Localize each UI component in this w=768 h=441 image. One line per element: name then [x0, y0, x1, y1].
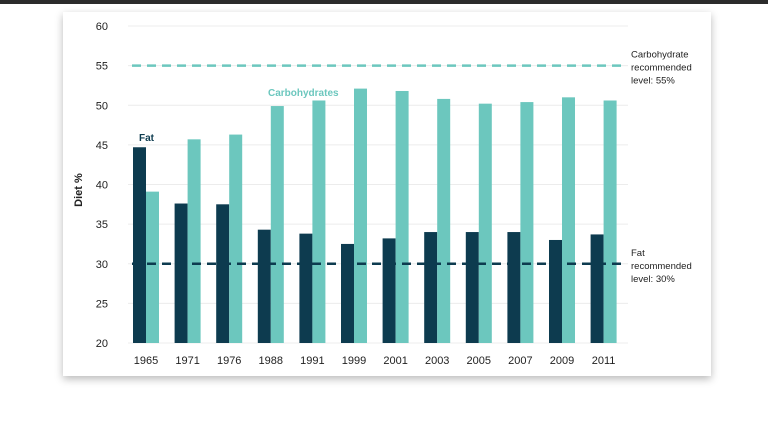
reference-label: level: 55%: [631, 76, 675, 87]
x-tick-label: 2003: [425, 355, 449, 367]
x-tick-label: 2011: [592, 355, 616, 367]
bar-carbohydrates-2009: [562, 97, 575, 343]
x-tick-label: 1971: [175, 355, 199, 367]
window-top-edge: [0, 0, 768, 4]
x-tick-label: 2001: [383, 355, 407, 367]
bar-carbohydrates-1988: [270, 106, 284, 343]
y-tick-label: 35: [96, 219, 108, 231]
reference-label: recommended: [631, 261, 692, 272]
series-label-carbohydrates: Carbohydrates: [268, 88, 339, 99]
y-tick-label: 20: [96, 338, 108, 350]
bar-fat-2007: [507, 232, 521, 343]
reference-label: Carbohydrate: [631, 50, 689, 61]
series-label-fat: Fat: [139, 133, 155, 144]
y-tick-label: 55: [96, 61, 108, 73]
bar-fat-2001: [382, 238, 396, 343]
bar-fat-2005: [465, 232, 479, 343]
x-tick-label: 2007: [508, 355, 532, 367]
bar-carbohydrates-1976: [229, 134, 243, 343]
y-tick-label: 60: [96, 21, 108, 33]
reference-label: Fat: [631, 248, 645, 259]
bar-fat-1999: [341, 243, 354, 343]
bar-carbohydrates-1999: [354, 88, 367, 343]
bar-carbohydrates-2007: [520, 102, 534, 343]
bars: [133, 88, 617, 344]
bar-fat-1988: [257, 229, 271, 343]
bar-carbohydrates-2005: [478, 103, 492, 343]
bar-carbohydrates-2003: [437, 98, 451, 343]
x-tick-label: 1991: [300, 355, 324, 367]
x-tick-label: 1988: [259, 355, 283, 367]
bar-fat-1971: [174, 203, 188, 343]
bar-carbohydrates-1991: [312, 100, 326, 344]
bar-fat-1965: [133, 147, 146, 343]
bar-fat-2009: [549, 239, 562, 343]
y-tick-label: 50: [96, 100, 108, 112]
bar-fat-2011: [590, 234, 604, 343]
y-tick-label: 45: [96, 140, 108, 152]
reference-lines: Carbohydrate recommended level: 55% Fat reco…: [132, 50, 692, 285]
y-tick-label: 30: [96, 259, 108, 271]
bar-carbohydrates-1965: [146, 191, 159, 343]
y-axis-label: Diet %: [73, 173, 85, 207]
bar-carbohydrates-1971: [187, 139, 201, 343]
x-tick-label: 1976: [217, 355, 241, 367]
bar-fat-2003: [424, 232, 438, 343]
x-tick-label: 1999: [342, 355, 366, 367]
x-tick-label: 2009: [550, 355, 574, 367]
x-axis-ticks: 1965 1971 1976 1988 1991 1999 2001 2003 2005 2007…: [134, 355, 616, 367]
reference-label: recommended: [631, 63, 692, 74]
y-tick-label: 25: [96, 298, 108, 310]
bar-carbohydrates-2001: [395, 90, 409, 343]
x-tick-label: 2005: [467, 355, 491, 367]
bar-fat-1991: [299, 233, 313, 343]
bar-carbohydrates-2011: [603, 100, 617, 344]
y-tick-label: 40: [96, 180, 108, 192]
bar-fat-1976: [216, 204, 230, 343]
y-axis-ticks: 20 25 30 35 40 45 50 55 60: [96, 21, 108, 350]
reference-label: level: 30%: [631, 274, 675, 285]
x-tick-label: 1965: [134, 355, 158, 367]
